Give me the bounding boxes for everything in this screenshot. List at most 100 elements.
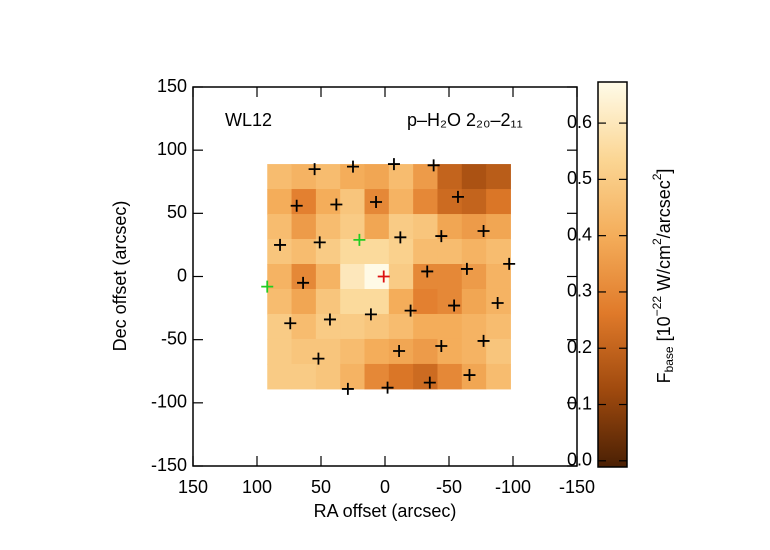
x-tick-label: -100 — [495, 477, 531, 497]
heat-cell — [267, 164, 293, 190]
colorbar-tick-label: 0.3 — [567, 281, 592, 301]
spaxel-marker — [261, 280, 274, 293]
spaxel-marker — [284, 317, 297, 330]
spaxel-marker — [503, 257, 516, 270]
colorbar-frame — [597, 81, 628, 468]
heat-cell — [340, 239, 366, 265]
heat-cell — [461, 313, 487, 340]
heat-cell — [461, 288, 487, 315]
heat-cell — [315, 214, 341, 240]
y-tick-label: -100 — [151, 392, 187, 412]
spaxel-marker — [463, 369, 476, 382]
heat-cell — [340, 313, 366, 340]
heat-cell — [388, 164, 414, 190]
heat-cell — [267, 189, 293, 215]
heat-cell — [364, 239, 390, 265]
heat-cell — [437, 164, 463, 190]
spaxel-marker — [330, 198, 343, 211]
heat-cell — [340, 214, 366, 240]
markers — [261, 158, 516, 395]
heat-cell — [413, 264, 438, 290]
x-tick-label: 0 — [380, 477, 390, 497]
heat-cell — [340, 363, 366, 390]
y-tick-label: 100 — [157, 139, 187, 159]
heat-cell — [291, 288, 317, 315]
spaxel-marker — [491, 297, 504, 310]
colorbar-tick-label: 0.5 — [567, 168, 592, 188]
heat-cell — [437, 288, 463, 315]
spaxel-marker — [448, 299, 461, 312]
spaxel-marker — [290, 199, 303, 212]
heat-cell — [486, 338, 511, 365]
heat-cell — [340, 288, 366, 315]
heat-cell — [437, 313, 463, 340]
heat-cell — [315, 264, 341, 290]
heat-cell — [461, 239, 487, 265]
heat-cell — [461, 338, 487, 365]
heat-cell — [388, 313, 414, 340]
spaxel-marker — [341, 382, 354, 395]
heat-cell — [340, 189, 366, 215]
heat-cell — [486, 164, 511, 190]
x-tick-label: -150 — [559, 477, 595, 497]
heat-cell — [315, 288, 341, 315]
heat-cell — [461, 363, 487, 390]
colorbar-tick-label: 0.0 — [567, 450, 592, 470]
heat-cell — [315, 338, 341, 365]
heat-cell — [291, 189, 317, 215]
x-tick-label: 100 — [242, 477, 272, 497]
spaxel-marker — [477, 225, 490, 238]
title-right: p–H₂O 2₂₀–2₁₁ — [407, 110, 523, 130]
colorbar-label-part: F — [654, 372, 674, 383]
heat-cell — [413, 338, 438, 365]
colorbar-label-part: 2 — [650, 173, 664, 180]
heat-cell — [364, 338, 390, 365]
heat-cell — [388, 189, 414, 215]
heat-cell — [364, 164, 390, 190]
spaxel-marker — [364, 308, 377, 321]
heat-cell — [486, 363, 511, 390]
heat-cell — [413, 363, 438, 390]
colorbar-tick-label: 0.1 — [567, 393, 592, 413]
spaxel-marker — [381, 381, 394, 394]
title-left: WL12 — [225, 110, 272, 130]
y-tick-label: 0 — [177, 265, 187, 285]
spaxel-marker — [308, 163, 321, 176]
heat-cell — [486, 189, 511, 215]
heat-cell — [267, 313, 293, 340]
heat-cell — [413, 288, 438, 315]
spaxel-marker — [477, 334, 490, 347]
heat-cell — [315, 164, 341, 190]
spaxel-marker — [421, 265, 434, 278]
x-tick-label: 150 — [178, 477, 208, 497]
heat-cell — [486, 313, 511, 340]
heat-cell — [388, 363, 414, 390]
heat-cell — [364, 214, 390, 240]
heat-cell — [291, 239, 317, 265]
heat-cell — [267, 338, 293, 365]
x-tick-label: -50 — [436, 477, 462, 497]
spaxel-marker — [435, 230, 448, 243]
heat-cell — [461, 264, 487, 290]
spaxel-marker — [312, 352, 325, 365]
spaxel-marker — [427, 159, 440, 172]
spaxel-marker — [393, 345, 406, 358]
heat-cell — [267, 363, 293, 390]
spaxel-marker — [460, 262, 473, 275]
spaxel-marker — [435, 339, 448, 352]
heat-cell — [364, 288, 390, 315]
y-tick-label: -50 — [161, 328, 187, 348]
heat-cell — [267, 288, 293, 315]
y-tick-label: 50 — [167, 202, 187, 222]
heat-cell — [413, 239, 438, 265]
colorbar-label-part: W/cm — [654, 245, 674, 296]
colorbar-label: Fbase [10−22 W/cm2/arcsec2] — [650, 169, 676, 384]
heat-cell — [388, 264, 414, 290]
heat-cell — [315, 313, 341, 340]
heat-cell — [486, 214, 511, 240]
heat-cell — [364, 313, 390, 340]
colorbar-tick-label: 0.4 — [567, 224, 592, 244]
heat-cell — [437, 363, 463, 390]
heat-cell — [461, 214, 487, 240]
spaxel-marker — [353, 233, 366, 246]
